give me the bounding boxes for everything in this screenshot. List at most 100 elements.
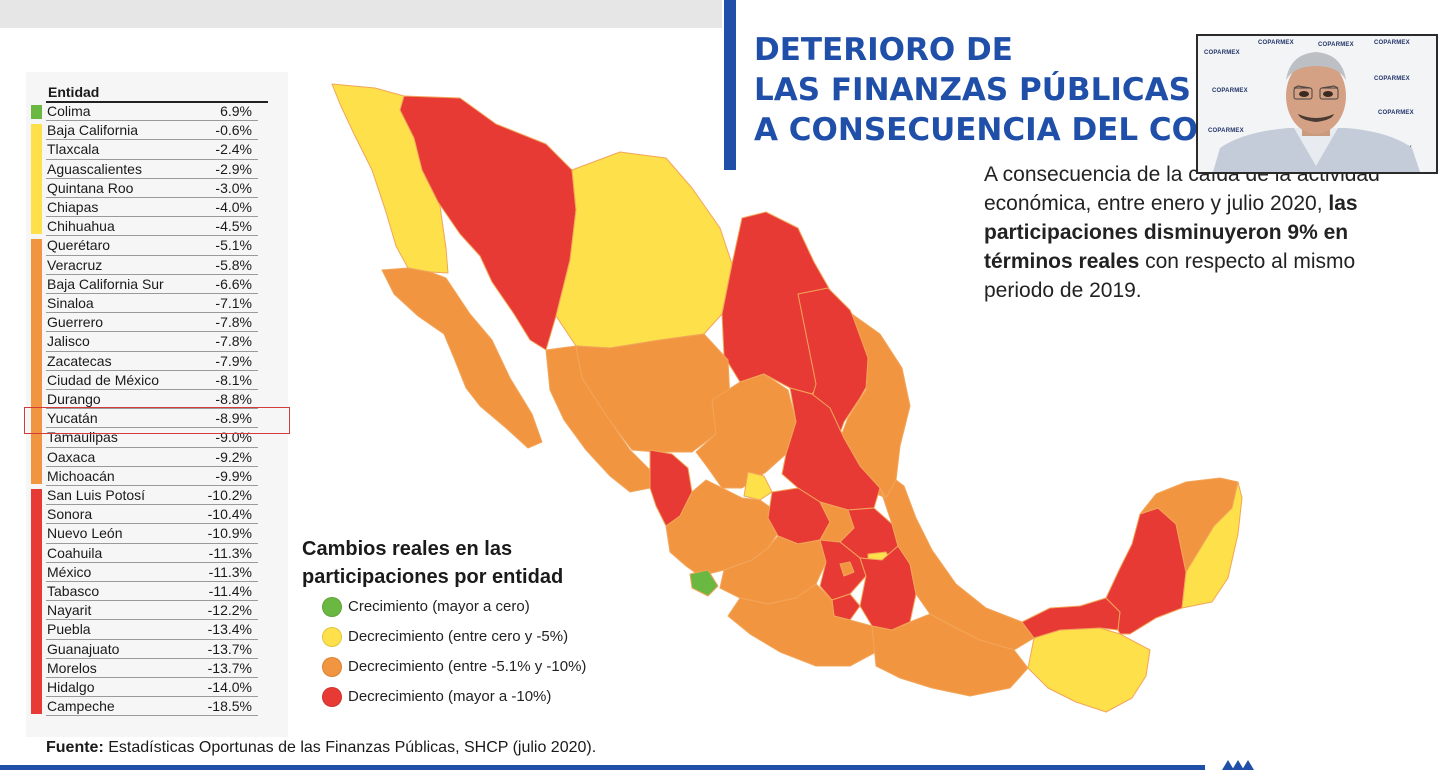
state-name: Zacatecas	[47, 352, 112, 369]
state-value: -8.1%	[215, 371, 252, 388]
state-name: Baja California	[47, 122, 139, 139]
source-label: Fuente:	[46, 739, 104, 756]
legend-title: Cambios reales en las participaciones po…	[302, 535, 563, 591]
map-state-colima	[689, 569, 719, 597]
state-table-panel	[26, 72, 288, 737]
map-state-zacatecas	[695, 373, 797, 489]
map-state-ciudad-de-mexico	[839, 561, 855, 577]
state-name: Jalisco	[47, 333, 90, 350]
table-row: San Luis Potosí -10.2%	[46, 486, 258, 506]
map-state-aguascalientes	[743, 471, 773, 501]
table-row: Durango -8.8%	[46, 390, 258, 410]
state-value: -10.9%	[207, 525, 252, 542]
source-footer: Fuente: Estadísticas Oportunas de las Fi…	[46, 739, 596, 757]
state-name: San Luis Potosí	[47, 487, 146, 503]
state-name: Yucatán	[47, 410, 98, 427]
table-row: Tabasco -11.4%	[46, 582, 258, 602]
table-row: Guanajuato -13.7%	[46, 640, 258, 659]
slide-top-strip	[0, 0, 722, 28]
state-name: México	[47, 563, 92, 580]
map-state-quintana-roo	[1181, 481, 1243, 609]
table-row: Puebla -13.4%	[46, 620, 258, 640]
state-value: -6.6%	[215, 275, 252, 292]
webcam-logo-text: COPARMEX	[1208, 128, 1244, 134]
state-value: -7.8%	[215, 314, 252, 331]
title-accent-rule	[724, 0, 736, 170]
table-row: Aguascalientes -2.9%	[46, 160, 258, 179]
webcam-logo-text: COPARMEX	[1204, 50, 1240, 56]
legend-label: Crecimiento (mayor a cero)	[348, 598, 530, 615]
table-header-rule	[46, 101, 268, 103]
mexico-choropleth-map	[331, 83, 1243, 713]
table-row: Veracruz -5.8%	[46, 256, 258, 275]
state-name: Nuevo León	[47, 525, 123, 542]
state-name: Guerrero	[47, 314, 104, 331]
table-row: Yucatán -8.9%	[46, 409, 258, 429]
state-name: Veracruz	[47, 256, 103, 273]
state-name: Querétaro	[47, 237, 111, 254]
table-row: Coahuila -11.3%	[46, 544, 258, 563]
state-value: -18.5%	[207, 698, 252, 715]
table-group-color-bar	[31, 489, 42, 715]
state-name: Sinaloa	[47, 295, 94, 311]
legend-color-dot-icon	[322, 597, 342, 617]
state-name: Ciudad de México	[47, 371, 160, 388]
state-value: -7.8%	[215, 333, 252, 350]
state-name: Guanajuato	[47, 640, 120, 657]
table-group-color-bar	[31, 239, 42, 484]
state-value: -11.4%	[208, 583, 252, 599]
table-row: Quintana Roo -3.0%	[46, 179, 258, 198]
state-name: Baja California Sur	[47, 275, 164, 292]
legend-title-line-1: Cambios reales en las	[302, 538, 513, 560]
table-row: Sonora -10.4%	[46, 505, 258, 525]
state-name: Aguascalientes	[47, 160, 142, 177]
title-line-1: DETERIORO DE	[754, 32, 1013, 68]
table-row: Nayarit -12.2%	[46, 601, 258, 621]
table-row: Oaxaca -9.2%	[46, 448, 258, 467]
legend-color-dot-icon	[322, 687, 342, 707]
table-row: México -11.3%	[46, 563, 258, 582]
table-row: Tlaxcala -2.4%	[46, 140, 258, 160]
webcam-logo-text: COPARMEX	[1374, 40, 1410, 46]
state-name: Nayarit	[47, 602, 92, 619]
table-row: Ciudad de México -8.1%	[46, 371, 258, 390]
title-line-2: LAS FINANZAS PÚBLICAS	[754, 72, 1191, 108]
table-row: Guerrero -7.8%	[46, 313, 258, 333]
state-value: -4.5%	[215, 218, 252, 235]
table-row: Morelos -13.7%	[46, 659, 258, 678]
state-name: Tabasco	[47, 583, 100, 599]
state-value: -10.4%	[207, 506, 252, 523]
state-name: Puebla	[47, 621, 91, 638]
summary-text-bold: las participaciones disminuyeron 9% en t…	[984, 192, 1358, 273]
state-value: -0.6%	[215, 122, 252, 139]
map-state-chiapas	[1027, 627, 1151, 713]
table-row: Baja California -0.6%	[46, 121, 258, 141]
table-row: Campeche -18.5%	[46, 697, 258, 717]
state-name: Oaxaca	[47, 448, 96, 465]
state-name: Chihuahua	[47, 218, 115, 235]
state-value: -5.1%	[215, 237, 252, 254]
state-value: -3.0%	[215, 179, 252, 196]
legend-title-line-2: participaciones por entidad	[302, 566, 564, 588]
map-state-baja-california-sur	[381, 267, 543, 449]
summary-paragraph: A consecuencia de la caída de la activid…	[984, 160, 1384, 305]
map-state-oaxaca	[871, 613, 1029, 697]
map-state-chihuahua	[555, 151, 733, 349]
webcam-logo-text: COPARMEX	[1378, 110, 1414, 116]
state-value: -2.4%	[215, 141, 252, 158]
state-value: -13.4%	[207, 621, 252, 638]
state-name: Michoacán	[47, 467, 115, 484]
webcam-video-tile[interactable]: COPARMEX COPARMEX COPARMEX COPARMEX COPARMEX…	[1196, 34, 1438, 174]
state-value: -8.8%	[215, 391, 252, 407]
source-text: Estadísticas Oportunas de las Finanzas P…	[103, 739, 597, 756]
coparmex-corner-logo-icon	[1222, 760, 1254, 770]
state-name: Colima	[47, 103, 91, 119]
state-value: -14.0%	[207, 679, 252, 695]
legend-label: Decrecimiento (mayor a -10%)	[348, 688, 552, 705]
state-value: -11.3%	[208, 544, 252, 561]
table-row: Colima 6.9%	[46, 102, 258, 122]
table-header-entidad: Entidad	[48, 84, 100, 100]
webcam-logo-text: COPARMEX	[1374, 76, 1410, 82]
table-row: Michoacán -9.9%	[46, 467, 258, 486]
table-row: Baja California Sur -6.6%	[46, 275, 258, 294]
